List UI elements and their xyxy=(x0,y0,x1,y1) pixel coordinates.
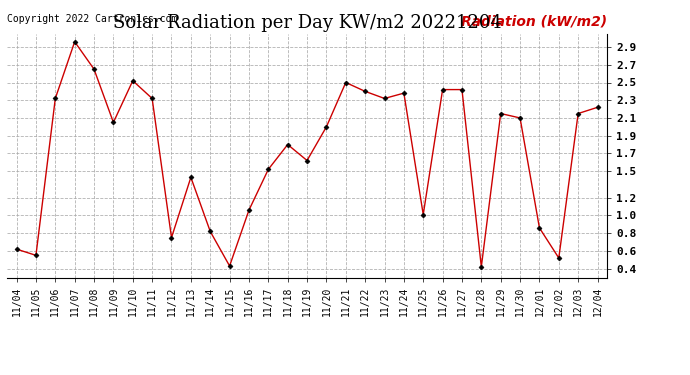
Text: Copyright 2022 Cartronics.com: Copyright 2022 Cartronics.com xyxy=(7,14,177,24)
Title: Solar Radiation per Day KW/m2 20221204: Solar Radiation per Day KW/m2 20221204 xyxy=(112,14,502,32)
Text: Radiation (kW/m2): Radiation (kW/m2) xyxy=(461,14,607,28)
